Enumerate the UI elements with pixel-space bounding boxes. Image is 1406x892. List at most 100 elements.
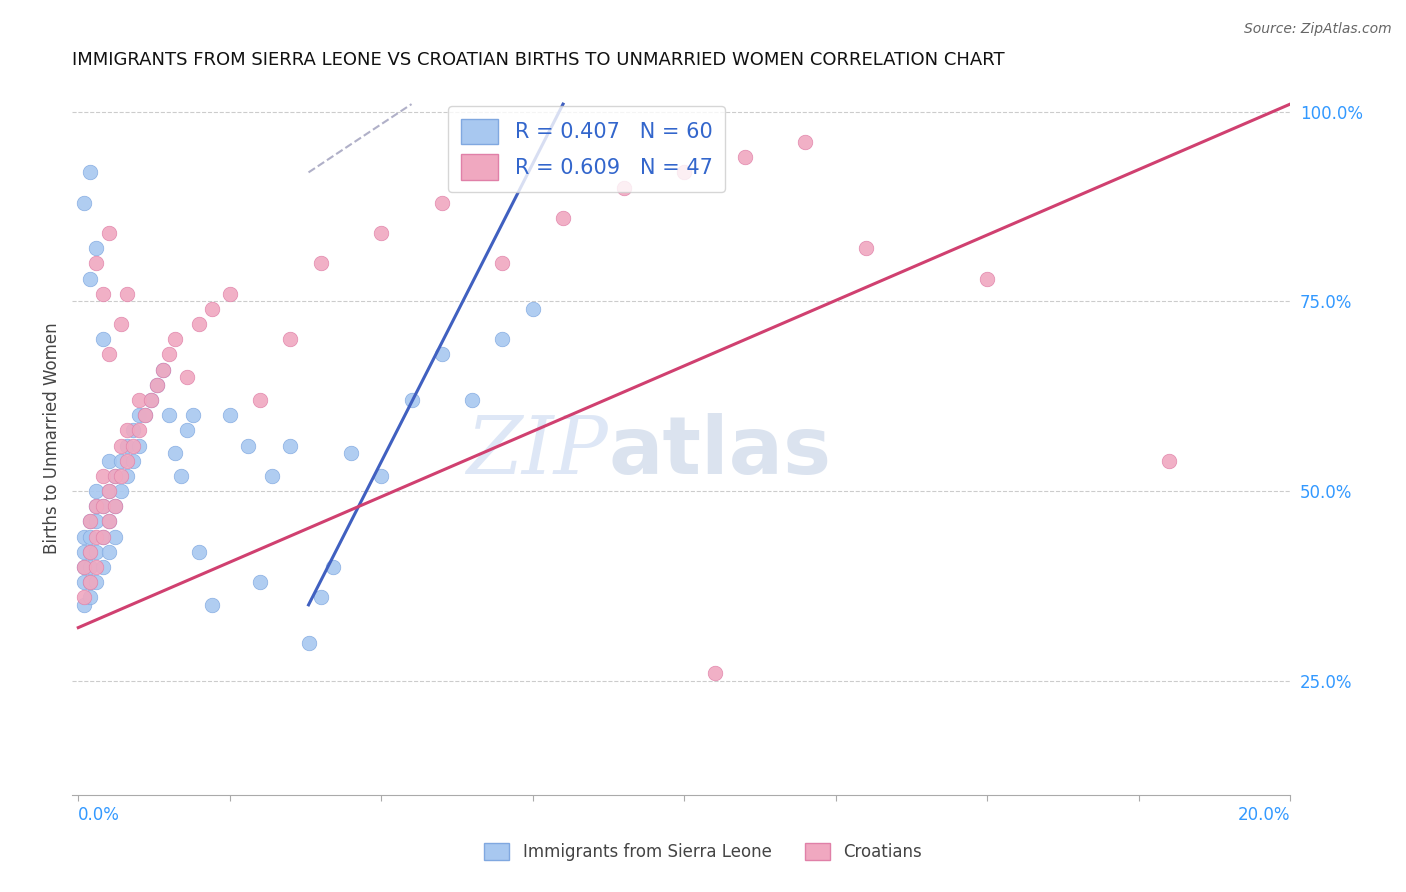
Point (91, 500, 114, 514)
Point (110, 453, 132, 467)
Point (115, 423, 138, 437)
Text: atlas: atlas (609, 413, 831, 491)
Point (73, 560, 96, 574)
Point (79, 515, 101, 529)
Point (91, 530, 114, 544)
Point (91, 500, 114, 514)
Point (97, 453, 120, 467)
Point (79, 560, 101, 574)
Point (200, 301, 222, 316)
Point (91, 530, 114, 544)
Text: Source: ZipAtlas.com: Source: ZipAtlas.com (1244, 22, 1392, 37)
Point (79, 575, 101, 590)
Point (86, 256, 108, 270)
Point (79, 591, 101, 605)
Point (73, 545, 96, 559)
Point (79, 165, 101, 179)
Point (73, 560, 96, 574)
Point (430, 347, 453, 361)
Point (170, 468, 193, 483)
Point (110, 317, 132, 331)
Point (176, 370, 198, 384)
Text: 20.0%: 20.0% (1237, 805, 1291, 824)
Point (86, 483, 108, 498)
Point (165, 446, 187, 460)
Point (97, 483, 120, 498)
Point (157, 347, 180, 361)
Point (91, 468, 114, 483)
Point (115, 286, 138, 301)
Point (157, 408, 180, 422)
Point (280, 438, 302, 452)
Point (104, 500, 127, 514)
Point (97, 515, 120, 529)
Point (491, 332, 513, 346)
Point (79, 545, 101, 559)
Point (297, 636, 319, 650)
Point (139, 392, 162, 407)
Point (146, 377, 169, 392)
Point (236, 438, 259, 452)
Point (115, 468, 138, 483)
Point (613, 180, 636, 194)
Legend: Immigrants from Sierra Leone, Croatians: Immigrants from Sierra Leone, Croatians (478, 836, 928, 868)
Point (73, 598, 96, 612)
Y-axis label: Births to Unmarried Women: Births to Unmarried Women (44, 322, 60, 554)
Point (139, 392, 162, 407)
Point (73, 195, 96, 210)
Point (218, 408, 240, 422)
Point (430, 195, 453, 210)
Point (249, 392, 271, 407)
Text: ZIP: ZIP (467, 414, 609, 491)
Point (110, 468, 132, 483)
Point (134, 408, 156, 422)
Point (104, 468, 127, 483)
Point (262, 468, 284, 483)
Point (86, 500, 108, 514)
Legend: R = 0.407   N = 60, R = 0.609   N = 47: R = 0.407 N = 60, R = 0.609 N = 47 (449, 106, 725, 193)
Point (73, 575, 96, 590)
Point (522, 301, 544, 316)
Point (976, 271, 998, 285)
Point (461, 392, 484, 407)
Point (128, 423, 150, 437)
Point (115, 438, 138, 452)
Point (176, 423, 198, 437)
Point (370, 468, 392, 483)
Point (128, 408, 150, 422)
Point (97, 347, 120, 361)
Point (280, 332, 302, 346)
Point (188, 317, 211, 331)
Point (91, 286, 114, 301)
Point (104, 530, 127, 544)
Point (855, 241, 877, 255)
Point (86, 575, 108, 590)
Point (152, 362, 174, 376)
Point (309, 256, 332, 270)
Point (165, 332, 187, 346)
Point (79, 515, 101, 529)
Point (1157, 453, 1180, 467)
Point (703, 666, 725, 681)
Point (97, 483, 120, 498)
Point (146, 377, 169, 392)
Point (309, 591, 332, 605)
Text: IMMIGRANTS FROM SIERRA LEONE VS CROATIAN BIRTHS TO UNMARRIED WOMEN CORRELATION C: IMMIGRANTS FROM SIERRA LEONE VS CROATIAN… (72, 51, 1005, 69)
Point (86, 515, 108, 529)
Point (794, 135, 817, 149)
Point (110, 438, 132, 452)
Point (115, 453, 138, 467)
Point (97, 545, 120, 559)
Point (200, 598, 222, 612)
Point (91, 560, 114, 574)
Point (673, 165, 696, 179)
Point (340, 446, 363, 460)
Point (491, 256, 513, 270)
Point (188, 545, 211, 559)
Point (110, 483, 132, 498)
Point (134, 408, 156, 422)
Point (121, 438, 143, 452)
Point (401, 392, 423, 407)
Point (97, 515, 120, 529)
Point (79, 545, 101, 559)
